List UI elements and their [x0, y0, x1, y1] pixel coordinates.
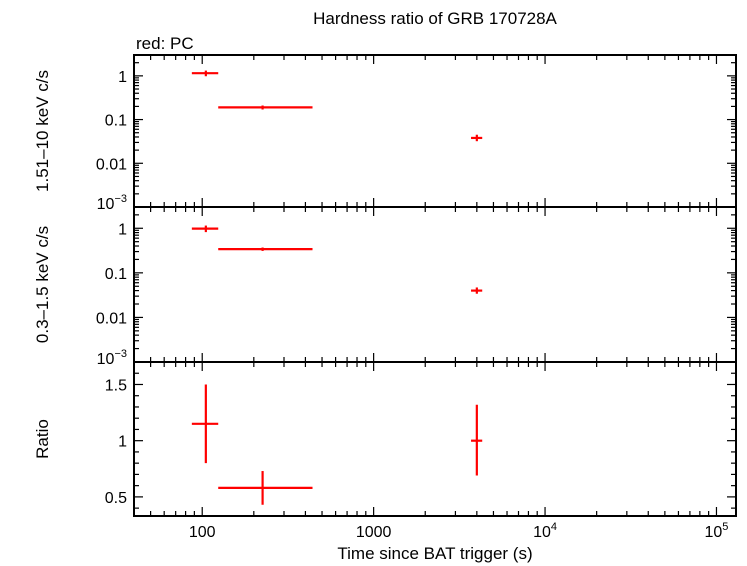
x-axis-label: Time since BAT trigger (s) [337, 544, 532, 563]
y-tick-label: 1.5 [105, 377, 127, 394]
panel-frame-soft [133, 206, 737, 363]
y-axis-label-hard: 1.51–10 keV c/s [33, 70, 52, 192]
x-tick-label: 1000 [356, 524, 392, 541]
data-point-ratio-3 [471, 404, 483, 476]
panel-frame-hard [133, 54, 737, 208]
y-tick-label: 10−3 [97, 348, 127, 368]
data-point-hard-2 [218, 105, 313, 110]
y-tick-label: 0.01 [96, 156, 127, 173]
chart-subtitle: red: PC [136, 34, 194, 53]
x-tick-labels: 100 1000 104 105 [189, 521, 729, 541]
y-tick-label: 1 [118, 69, 127, 86]
data-point-soft-1 [191, 225, 219, 233]
panel-hard: 1 0.1 0.01 10−3 1.51–10 keV c/s [33, 54, 737, 213]
y-tick-label: 1 [118, 221, 127, 238]
panel-frame-ratio [133, 361, 737, 517]
y-tick-label: 0.5 [105, 490, 127, 507]
y-tick-label: 0.01 [96, 310, 127, 327]
y-axis-label-ratio: Ratio [33, 419, 52, 459]
panel-soft: 1 0.1 0.01 10−3 0.3–1.5 keV c/s [33, 206, 737, 368]
data-point-ratio-2 [218, 471, 313, 505]
data-point-hard-3 [471, 134, 483, 142]
y-tick-label: 0.1 [105, 266, 127, 283]
x-tick-label: 104 [533, 521, 557, 541]
data-point-hard-1 [191, 70, 219, 77]
y-tick-label: 10−3 [97, 193, 127, 213]
y-axis-label-soft: 0.3–1.5 keV c/s [33, 226, 52, 343]
x-tick-label: 105 [705, 521, 729, 541]
x-tick-label: 100 [189, 524, 216, 541]
data-point-ratio-1 [191, 384, 219, 464]
y-tick-label: 1 [118, 434, 127, 451]
panel-ratio: 1.5 1 0.5 Ratio [33, 361, 737, 517]
chart-title: Hardness ratio of GRB 170728A [313, 9, 557, 28]
y-tick-label: 0.1 [105, 113, 127, 130]
data-point-soft-2 [218, 247, 313, 251]
data-point-soft-3 [471, 287, 483, 294]
